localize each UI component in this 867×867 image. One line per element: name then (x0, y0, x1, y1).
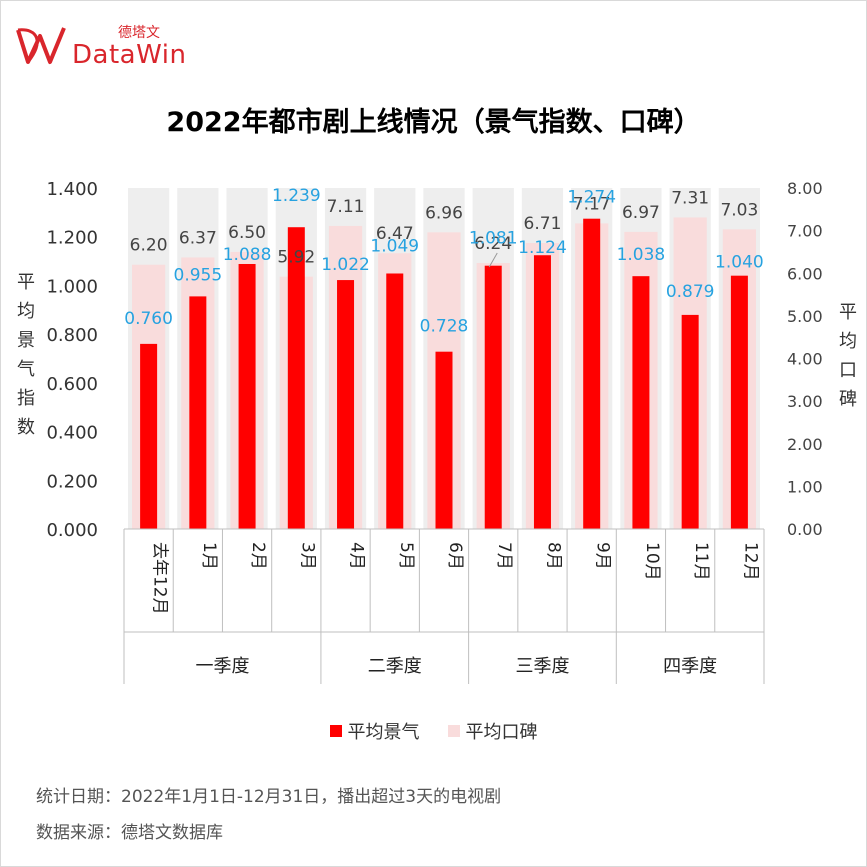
legend-swatch-sentiment (329, 725, 342, 737)
x-axis-category-label: 11月 (691, 542, 711, 581)
x-axis-category-label: 4月 (347, 542, 367, 570)
sentiment-bar (337, 280, 355, 529)
reputation-data-label: 6.71 (524, 214, 562, 234)
x-axis-category-label: 6月 (445, 542, 465, 570)
sentiment-data-label: 1.088 (223, 245, 272, 265)
x-axis-category-label: 12月 (740, 542, 760, 581)
reputation-data-label: 7.11 (327, 197, 365, 217)
sentiment-data-label: 1.239 (272, 186, 321, 206)
stat-date-note: 统计日期：2022年1月1日-12月31日，播出超过3天的电视剧 (36, 787, 502, 807)
chart-legend: 平均景气 平均口碑 (0, 718, 867, 744)
reputation-data-label: 6.20 (130, 236, 168, 256)
left-axis-tick-label: 1.400 (46, 179, 98, 200)
left-axis-tick-label: 0.200 (46, 471, 98, 492)
chart-svg: 6.20 6.37 6.50 5.92 7.11 6.47 6.96 6.24 6.71 7.17… (46, 179, 823, 684)
sentiment-bar (140, 343, 158, 529)
x-axis-category-label: 3月 (297, 542, 317, 570)
datawin-logo-mark (16, 27, 66, 64)
sentiment-bar (681, 314, 699, 529)
quarter-group-label: 四季度 (663, 656, 717, 677)
sentiment-bar (533, 255, 551, 529)
right-axis-tick-label: 4.00 (787, 350, 823, 369)
right-axis-tick-label: 0.00 (787, 520, 823, 539)
legend-item-sentiment: 平均景气 (329, 718, 420, 744)
right-axis-tick-label: 7.00 (787, 222, 823, 241)
sentiment-bar (386, 273, 404, 529)
legend-swatch-reputation (447, 725, 460, 737)
sentiment-data-label: 1.049 (370, 236, 419, 256)
sentiment-data-label: 0.728 (420, 317, 469, 337)
quarter-group-label: 二季度 (368, 656, 422, 677)
right-axis-title: 平均口碑 (839, 302, 857, 410)
x-axis-category-label: 1月 (199, 542, 219, 570)
right-axis-tick-label: 5.00 (787, 307, 823, 326)
right-axis-tick-label: 2.00 (787, 435, 823, 454)
sentiment-data-label: 0.879 (666, 282, 715, 302)
sentiment-data-label: 1.081 (469, 229, 518, 249)
right-axis-tick-label: 1.00 (787, 477, 823, 496)
x-axis-category-label: 2月 (248, 542, 268, 570)
left-axis-title: 平均景气指数 (17, 272, 35, 438)
reputation-data-label: 6.37 (179, 228, 217, 248)
x-axis-category-label: 去年12月 (150, 542, 170, 615)
left-axis-tick-label: 0.800 (46, 325, 98, 346)
sentiment-bar (435, 351, 453, 529)
x-axis-category-label: 10月 (642, 542, 662, 581)
reputation-data-label: 6.24 (474, 234, 512, 254)
right-axis-tick-label: 8.00 (787, 179, 823, 198)
left-axis-tick-label: 0.000 (46, 520, 98, 541)
quarter-group-label: 三季度 (515, 656, 569, 677)
right-axis-tick-label: 3.00 (787, 392, 823, 411)
logo-brand-text: DataWin (72, 40, 187, 70)
reputation-data-label: 7.03 (720, 200, 758, 220)
sentiment-bar (730, 275, 748, 529)
reputation-data-label: 6.96 (425, 203, 463, 223)
sentiment-data-label: 1.274 (567, 188, 616, 208)
sentiment-data-label: 1.038 (617, 245, 666, 265)
reputation-data-label: 6.97 (622, 203, 660, 223)
sentiment-data-label: 1.022 (321, 255, 370, 275)
left-axis-tick-label: 0.400 (46, 423, 98, 444)
sentiment-data-label: 1.040 (715, 253, 764, 273)
sentiment-data-label: 1.124 (518, 238, 567, 258)
sentiment-bar (632, 276, 650, 529)
left-axis-tick-label: 0.600 (46, 374, 98, 395)
reputation-data-label: 7.31 (671, 188, 709, 208)
x-axis-category-label: 5月 (396, 542, 416, 570)
legend-label-sentiment: 平均景气 (347, 722, 420, 743)
sentiment-bar (238, 263, 256, 529)
left-axis-tick-label: 1.200 (46, 228, 98, 249)
legend-label-reputation: 平均口碑 (465, 722, 538, 743)
reputation-data-label: 7.17 (573, 194, 611, 214)
x-axis-category-label: 8月 (543, 542, 563, 570)
sentiment-data-label: 0.760 (124, 309, 173, 329)
sentiment-bar (484, 265, 502, 529)
right-axis-tick-label: 6.00 (787, 264, 823, 283)
x-axis-category-label: 7月 (494, 542, 514, 570)
logo-cn-text: 德塔文 (118, 25, 160, 41)
chart-title: 2022年都市剧上线情况（景气指数、口碑） (166, 107, 701, 138)
sentiment-data-label: 0.955 (174, 265, 223, 285)
label-leader-line (488, 252, 498, 268)
datawin-logo: 德塔文 DataWin (14, 18, 186, 70)
reputation-data-label: 5.92 (277, 248, 315, 268)
x-axis-category-label: 9月 (593, 542, 613, 570)
source-note: 数据来源：德塔文数据库 (36, 823, 223, 843)
reputation-data-label: 6.47 (376, 224, 414, 244)
quarter-group-label: 一季度 (195, 656, 249, 677)
left-axis-tick-label: 1.000 (46, 276, 98, 297)
reputation-data-label: 6.50 (228, 223, 266, 243)
sentiment-bar (189, 296, 207, 529)
sentiment-bar (287, 227, 305, 529)
sentiment-bar (583, 218, 601, 529)
legend-item-reputation: 平均口碑 (447, 718, 538, 744)
